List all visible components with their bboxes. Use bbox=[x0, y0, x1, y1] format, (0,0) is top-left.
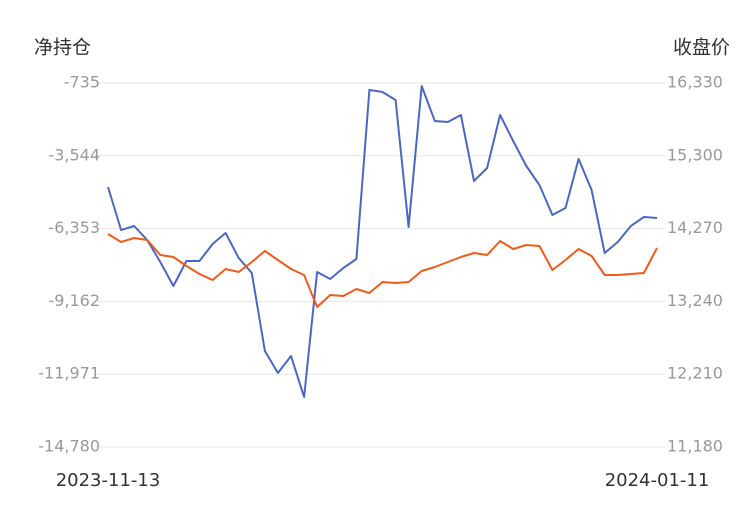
series-line bbox=[107, 233, 658, 308]
y2-tick-label: 15,300 bbox=[667, 145, 723, 164]
series-line bbox=[107, 85, 658, 398]
y-tick-label: -14,780 bbox=[38, 437, 100, 456]
y2-tick-label: 16,330 bbox=[667, 73, 723, 92]
y2-tick-label: 11,180 bbox=[667, 437, 723, 456]
x-tick-label: 2024-01-11 bbox=[605, 470, 710, 491]
y-tick-label: -3,544 bbox=[48, 145, 100, 164]
y2-tick-label: 13,240 bbox=[667, 291, 723, 310]
y-tick-label: -6,353 bbox=[48, 218, 100, 237]
y-axis-title: 净持仓 bbox=[34, 37, 91, 59]
y-tick-label: -11,971 bbox=[38, 364, 100, 383]
y-tick-label: -735 bbox=[64, 73, 100, 92]
x-tick-label: 2023-11-13 bbox=[56, 470, 161, 491]
y2-axis-title: 收盘价 bbox=[673, 37, 730, 59]
y-tick-label: -9,162 bbox=[48, 291, 100, 310]
y2-tick-label: 12,210 bbox=[667, 364, 723, 383]
y2-tick-label: 14,270 bbox=[667, 218, 723, 237]
